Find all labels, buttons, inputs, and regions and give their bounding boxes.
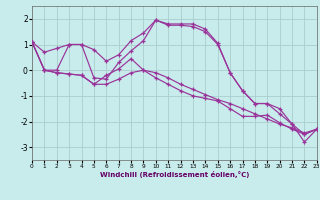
X-axis label: Windchill (Refroidissement éolien,°C): Windchill (Refroidissement éolien,°C) [100,171,249,178]
